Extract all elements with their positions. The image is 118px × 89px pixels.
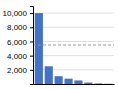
x-axis-line	[34, 84, 115, 85]
y-tick: 2,000	[7, 66, 33, 75]
y-tick: 4,000	[7, 52, 33, 61]
y-tick-label: 2,000	[7, 66, 28, 75]
x-axis	[34, 84, 115, 85]
y-tick-label: 8,000	[7, 23, 28, 32]
y-tick-label: 4,000	[7, 52, 28, 61]
y-tick-mark	[30, 70, 33, 71]
grid-line	[33, 13, 114, 14]
bar	[94, 83, 102, 84]
bar	[45, 66, 53, 84]
bars	[33, 13, 114, 84]
grid	[33, 13, 114, 70]
y-axis-line	[30, 7, 34, 85]
grid-line	[33, 27, 114, 28]
reference-line	[33, 45, 114, 46]
grid-line	[33, 41, 114, 42]
bar	[74, 80, 82, 84]
y-tick-label: 10,000	[3, 9, 28, 18]
y-tick: 6,000	[7, 38, 33, 47]
y-tick-label: 6,000	[7, 38, 28, 47]
bar	[35, 13, 43, 84]
y-tick-mark	[30, 13, 33, 14]
bar	[64, 79, 72, 84]
bar	[55, 76, 63, 84]
y-tick-mark	[30, 56, 33, 57]
bar	[104, 83, 112, 84]
y-tick: 8,000	[7, 23, 33, 32]
y-tick-mark	[30, 27, 33, 28]
bar	[84, 83, 92, 84]
plot: 2,000 4,000 6,000 8,000 10,000	[3, 7, 115, 85]
y-tick-mark	[30, 41, 33, 42]
y-axis: 2,000 4,000 6,000 8,000 10,000	[3, 7, 34, 85]
grid-line	[33, 55, 114, 56]
chart: 2,000 4,000 6,000 8,000 10,000	[0, 0, 118, 89]
y-tick: 10,000	[3, 9, 33, 18]
